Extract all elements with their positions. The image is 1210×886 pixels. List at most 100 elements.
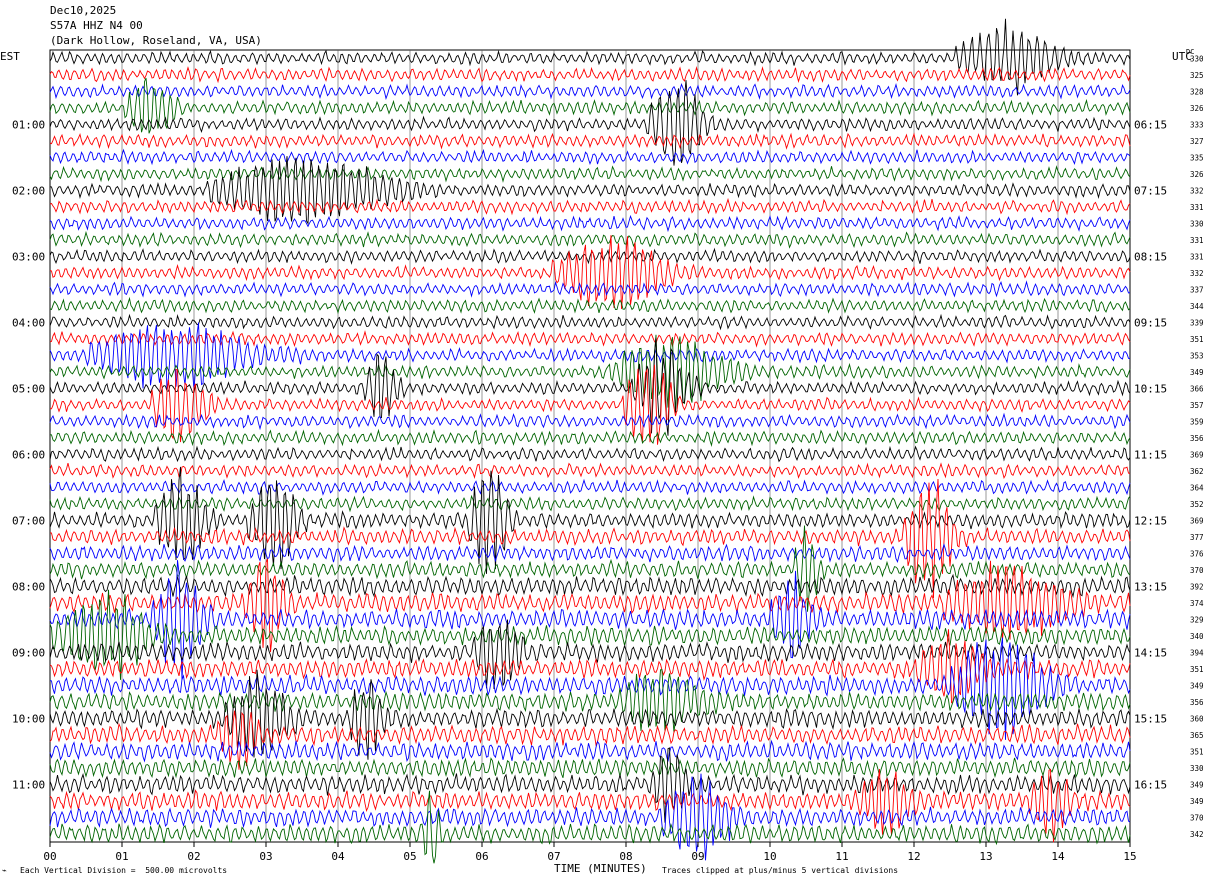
x-axis-title: TIME (MINUTES) — [554, 862, 647, 875]
dc-offset-value: 327 — [1190, 137, 1204, 146]
trace-row — [49, 573, 1131, 599]
trace-row — [49, 589, 1131, 680]
dc-offset-value: 352 — [1190, 500, 1204, 509]
est-hour-label: 03:00 — [12, 250, 45, 263]
trace-row — [49, 558, 1131, 653]
trace-row — [49, 18, 1131, 96]
dc-offset-value: 370 — [1190, 566, 1204, 575]
x-tick-label: 10 — [763, 850, 776, 863]
utc-hour-label: 10:15 — [1134, 382, 1167, 395]
seismic-traces — [49, 18, 1131, 864]
trace-row — [49, 247, 1131, 265]
dc-offset-value: 337 — [1190, 285, 1204, 294]
trace-row — [49, 214, 1131, 233]
trace-row — [49, 322, 1131, 392]
utc-hour-label: 13:15 — [1134, 580, 1167, 593]
utc-hour-label: 09:15 — [1134, 316, 1167, 329]
location-label: (Dark Hollow, Roseland, VA, USA) — [50, 34, 262, 47]
trace-row — [49, 334, 1131, 412]
x-tick-label: 13 — [979, 850, 992, 863]
trace-row — [49, 364, 1131, 445]
utc-timezone-label: UTC — [1172, 50, 1192, 63]
trace-row — [49, 235, 1131, 309]
utc-hour-label: 07:15 — [1134, 184, 1167, 197]
x-tick-label: 11 — [835, 850, 848, 863]
est-hour-label: 01:00 — [12, 118, 45, 131]
dc-offset-value: 357 — [1190, 401, 1204, 410]
x-tick-label: 03 — [259, 850, 272, 863]
utc-hour-label: 08:15 — [1134, 250, 1167, 263]
dc-offset-value: 370 — [1190, 813, 1204, 822]
dc-offset-value: 330 — [1190, 764, 1204, 773]
date-label: Dec10,2025 — [50, 4, 117, 17]
station-label: S57A HHZ N4 00 — [50, 19, 143, 32]
trace-row — [49, 462, 1131, 480]
trace-row — [49, 280, 1131, 298]
trace-row — [50, 428, 1131, 447]
est-hour-label: 09:00 — [12, 646, 45, 659]
hour-labels: 01:00 02:00 03:00 04:00 05:00 06:00 07:00 08:00… — [12, 118, 1167, 791]
trace-row — [49, 494, 1131, 513]
trace-row — [49, 197, 1131, 216]
utc-hour-label: 12:15 — [1134, 514, 1167, 527]
trace-row — [49, 80, 1131, 166]
trace-row — [49, 790, 1131, 864]
x-tick-label: 15 — [1123, 850, 1136, 863]
trace-row — [49, 412, 1131, 431]
dc-offset-value: 392 — [1190, 582, 1204, 591]
plot-grid — [49, 49, 1131, 843]
trace-row — [49, 543, 1131, 563]
dc-offset-value: 369 — [1190, 450, 1204, 459]
dc-offset-value: 349 — [1190, 368, 1204, 377]
vertical-division-note: Each Vertical Division = 500.00 microvol… — [20, 866, 228, 875]
trace-row — [49, 773, 1131, 861]
dc-offset-value: 332 — [1190, 269, 1204, 278]
trace-row — [49, 338, 1131, 436]
x-tick-label: 01 — [115, 850, 128, 863]
dc-offset-value: 359 — [1190, 417, 1204, 426]
x-tick-label: 06 — [475, 850, 488, 863]
est-hour-label: 04:00 — [12, 316, 45, 329]
trace-row — [49, 445, 1131, 463]
x-tick-label: 05 — [403, 850, 416, 863]
trace-row — [49, 132, 1131, 150]
dc-offset-value: 331 — [1190, 236, 1204, 245]
trace-row — [49, 637, 1131, 740]
x-tick-label: 04 — [331, 850, 345, 863]
utc-hour-label: 11:15 — [1134, 448, 1167, 461]
dc-offset-value: 369 — [1190, 516, 1204, 525]
dc-offset-value: 362 — [1190, 467, 1204, 476]
x-tick-label: 02 — [187, 850, 200, 863]
dc-offset-value: 330 — [1190, 54, 1204, 63]
dc-offset-labels: 330 325 328 326 333 327 335 326 332 331 330 331 331 3… — [1190, 54, 1204, 839]
dc-offset-value: 374 — [1190, 599, 1204, 608]
trace-row — [49, 466, 1131, 574]
dc-offset-value: 356 — [1190, 698, 1204, 707]
dc-offset-value: 351 — [1190, 747, 1204, 756]
dc-offset-value: 335 — [1190, 153, 1204, 162]
trace-row — [49, 525, 1131, 612]
trace-row — [49, 757, 1131, 779]
dc-offset-value: 349 — [1190, 797, 1204, 806]
utc-hour-label: 15:15 — [1134, 712, 1167, 725]
dc-offset-value: 331 — [1190, 203, 1204, 212]
trace-row — [49, 82, 1131, 100]
utc-hour-label: 06:15 — [1134, 118, 1167, 131]
x-tick-label: 00 — [43, 850, 56, 863]
est-hour-label: 07:00 — [12, 514, 45, 527]
trace-row — [49, 739, 1131, 763]
trace-row — [49, 560, 1131, 680]
est-hour-label: 08:00 — [12, 580, 45, 593]
dc-offset-value: 339 — [1190, 318, 1204, 327]
trace-row — [49, 478, 1131, 599]
utc-hour-label: 16:15 — [1134, 778, 1167, 791]
dc-offset-value: 329 — [1190, 615, 1204, 624]
trace-row — [49, 230, 1131, 249]
dc-offset-value: 360 — [1190, 714, 1204, 723]
dc-offset-value: 326 — [1190, 104, 1204, 113]
dc-offset-value: 394 — [1190, 648, 1204, 657]
dc-column-label: DC — [1186, 48, 1195, 56]
trace-row — [49, 313, 1131, 331]
est-hour-label: 02:00 — [12, 184, 45, 197]
